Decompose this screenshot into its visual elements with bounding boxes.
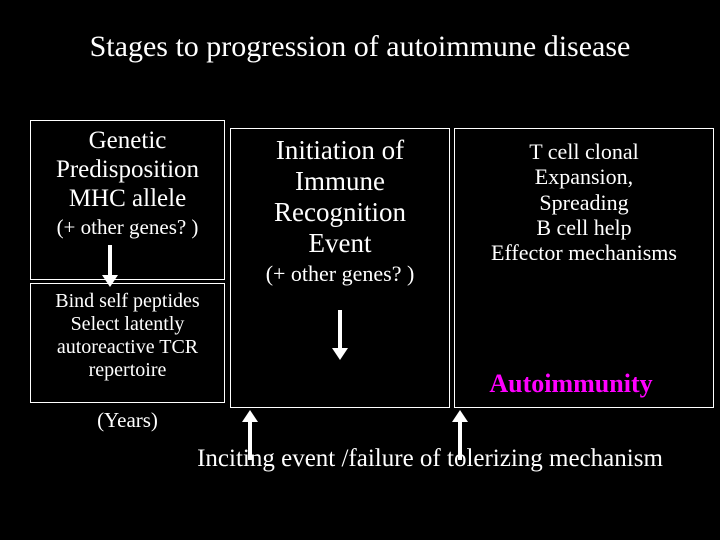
box4-line1: T cell clonal <box>455 139 713 164</box>
box4-line5: Effector mechanisms <box>455 240 713 265</box>
box4-line2: Expansion, <box>455 164 713 189</box>
inciting-event-label: Inciting event /failure of tolerizing me… <box>160 445 700 474</box>
box-tcell-expansion: T cell clonal Expansion, Spreading B cel… <box>454 128 714 408</box>
box2-line1: Bind self peptides <box>31 290 224 313</box>
box1-line2: Predisposition <box>31 156 224 185</box>
box-initiation-immune: Initiation of Immune Recognition Event (… <box>230 128 450 408</box>
footer-line2: mechanism <box>549 445 663 472</box>
box3-line2: Immune <box>231 166 449 197</box>
box3-line1: Initiation of <box>231 135 449 166</box>
box4-line3: Spreading <box>455 190 713 215</box>
slide-title: Stages to progression of autoimmune dise… <box>0 30 720 64</box>
box1-line3: MHC allele <box>31 185 224 214</box>
box2-line3: autoreactive TCR <box>31 336 224 359</box>
box-genetic-predisposition: Genetic Predisposition MHC allele (+ oth… <box>30 120 225 280</box>
box2-line2: Select latently <box>31 313 224 336</box>
years-label: (Years) <box>30 408 225 433</box>
box4-line4: B cell help <box>455 215 713 240</box>
footer-line1: Inciting event /failure of tolerizing <box>197 445 543 472</box>
box-bind-self-peptides: Bind self peptides Select latently autor… <box>30 283 225 403</box>
box2-line4: repertoire <box>31 359 224 382</box>
box3-line3: Recognition <box>231 197 449 228</box>
box3-sub: (+ other genes? ) <box>231 261 449 287</box>
box1-line1: Genetic <box>31 127 224 156</box>
box1-line4: (+ other genes? ) <box>31 215 224 240</box>
box3-line4: Event <box>231 228 449 259</box>
